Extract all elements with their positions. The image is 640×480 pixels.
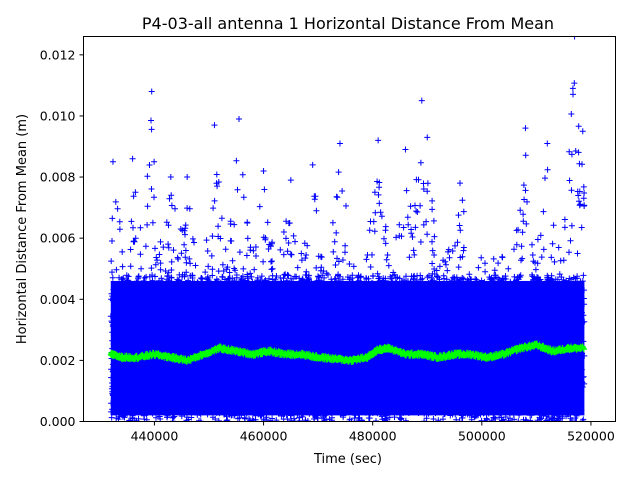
outlier-point bbox=[236, 116, 243, 122]
outlier-point bbox=[148, 88, 155, 95]
outlier-point bbox=[109, 158, 116, 165]
x-tick-label: 520000 bbox=[567, 429, 615, 444]
x-axis: 440000 460000 480000 500000 520000 bbox=[131, 421, 615, 444]
outlier-point bbox=[129, 155, 136, 162]
y-tick-label: 0.012 bbox=[40, 47, 76, 62]
outlier-point bbox=[211, 122, 218, 129]
y-axis: 0.000 0.002 0.004 0.006 0.008 0.010 0.012 bbox=[40, 47, 84, 429]
y-tick-label: 0.006 bbox=[40, 231, 76, 246]
outlier-point bbox=[375, 137, 382, 144]
x-tick-label: 480000 bbox=[349, 429, 397, 444]
x-tick-label: 500000 bbox=[458, 429, 506, 444]
outlier-point bbox=[424, 134, 431, 141]
chart-title: P4-03-all antenna 1 Horizontal Distance … bbox=[142, 14, 554, 33]
outlier-point bbox=[184, 174, 191, 181]
mean-points bbox=[107, 340, 587, 365]
outlier-point bbox=[167, 174, 174, 181]
outlier-point bbox=[287, 177, 294, 184]
y-tick-label: 0.000 bbox=[40, 414, 76, 429]
outlier-point bbox=[418, 97, 425, 104]
y-tick-label: 0.004 bbox=[40, 292, 76, 307]
outlier-point bbox=[309, 161, 316, 168]
outlier-point bbox=[456, 180, 463, 187]
x-axis-label: Time (sec) bbox=[313, 452, 382, 467]
outlier-point bbox=[402, 146, 409, 153]
y-tick-label: 0.010 bbox=[40, 108, 76, 123]
dense-point-band bbox=[110, 280, 585, 416]
outlier-point bbox=[260, 167, 267, 174]
outlier-point bbox=[579, 128, 586, 135]
axes-frame bbox=[83, 36, 616, 422]
x-tick-label: 440000 bbox=[131, 429, 179, 444]
x-tick-label: 460000 bbox=[240, 429, 288, 444]
y-tick-label: 0.008 bbox=[40, 170, 76, 185]
outlier-point bbox=[571, 36, 578, 40]
plot-area bbox=[107, 36, 588, 422]
outlier-point bbox=[544, 140, 551, 147]
y-tick-label: 0.002 bbox=[40, 353, 76, 368]
outlier-point bbox=[522, 125, 529, 132]
outlier-point bbox=[336, 140, 343, 147]
y-axis-label: Horizontal Distance From Mean (m) bbox=[15, 114, 30, 344]
